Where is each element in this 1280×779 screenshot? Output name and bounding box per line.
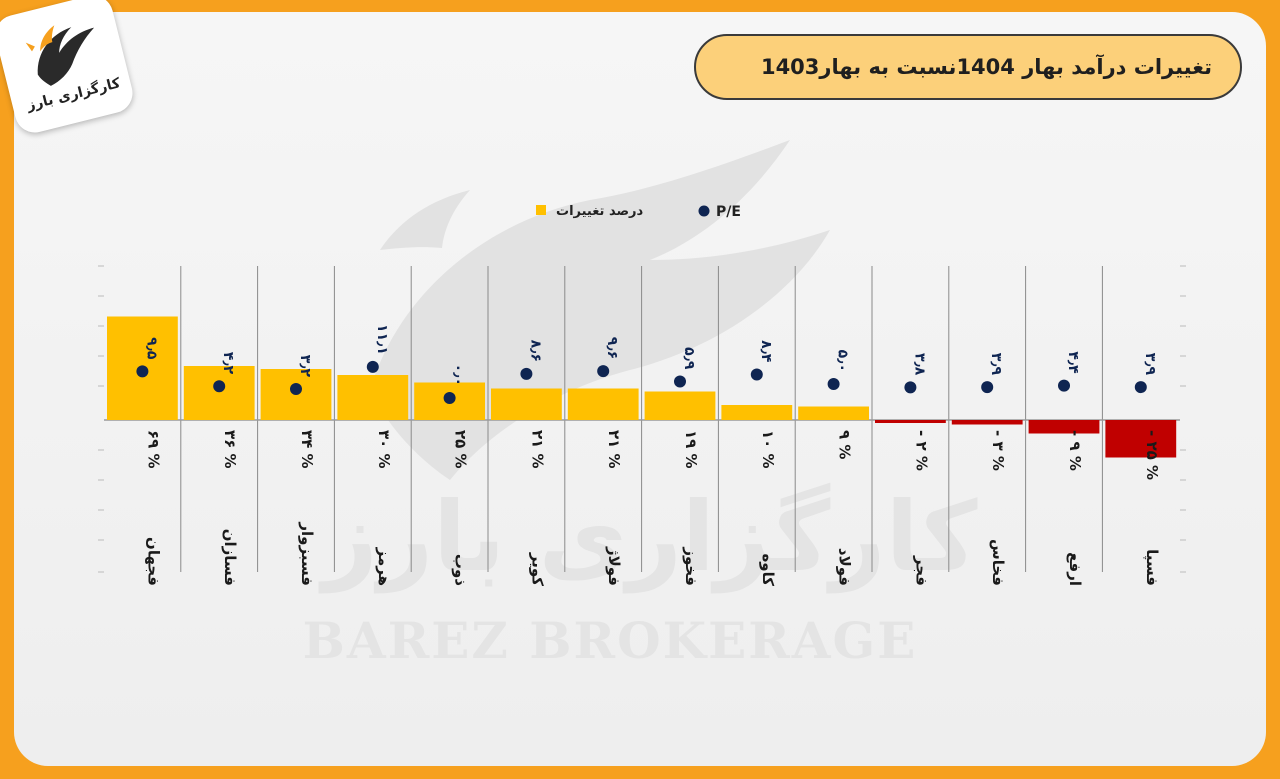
pe-data-label: ۳٫۲ bbox=[297, 355, 313, 378]
pe-data-label: ۰٫۰ bbox=[451, 364, 467, 386]
category-label: فسپا bbox=[1142, 549, 1161, 586]
page-title: تغییرات درآمد بهار 1404نسبت به بهار1403 bbox=[760, 55, 1212, 79]
pe-data-label: ۴٫۴ bbox=[1065, 351, 1081, 374]
pe-point bbox=[904, 381, 917, 394]
legend-change-marker bbox=[536, 205, 546, 215]
change-data-label: - ۲۵ % bbox=[1143, 430, 1161, 480]
eagle-logo-icon bbox=[25, 25, 95, 86]
category-label: فجر bbox=[912, 555, 930, 586]
category-label: فجهان bbox=[144, 537, 162, 586]
category-label: هرمز bbox=[375, 547, 393, 586]
chart-bars bbox=[107, 316, 1177, 458]
pe-data-label: ۸٫۴ bbox=[758, 340, 774, 363]
pe-data-label: ۱۱٫۱ bbox=[374, 324, 390, 355]
pe-data-label: ۹٫۵ bbox=[143, 337, 159, 360]
pe-data-label: ۵٫۹ bbox=[681, 347, 697, 370]
bar bbox=[337, 375, 409, 420]
change-data-label: ۹ % bbox=[836, 430, 854, 459]
pe-point bbox=[290, 383, 302, 396]
pe-point bbox=[827, 378, 840, 390]
change-data-label: ۳۶ % bbox=[221, 430, 239, 469]
change-data-label: - ۳ % bbox=[989, 430, 1007, 471]
pe-point bbox=[366, 360, 379, 373]
category-label: فولاژ bbox=[605, 546, 623, 586]
pe-point bbox=[750, 368, 763, 381]
bar bbox=[567, 388, 639, 420]
change-data-label: ۱۰ % bbox=[759, 430, 777, 469]
pe-point bbox=[1058, 379, 1070, 392]
bar bbox=[721, 405, 793, 420]
category-label: فخوز bbox=[682, 546, 700, 586]
change-data-label: ۱۹ % bbox=[682, 430, 700, 469]
pe-data-label: ۵٫۰ bbox=[835, 350, 851, 372]
pe-data-label: ۴٫۲ bbox=[220, 352, 236, 375]
legend-pe-marker bbox=[698, 205, 710, 217]
change-data-label: - ۹ % bbox=[1066, 430, 1084, 471]
bar bbox=[798, 406, 869, 420]
category-label: فخاس bbox=[989, 539, 1007, 586]
chart-points bbox=[136, 360, 1147, 404]
legend-change-label: درصد تغییرات bbox=[556, 204, 644, 219]
pe-point bbox=[981, 381, 994, 394]
change-data-label: ۳۴ % bbox=[298, 430, 316, 469]
pe-data-label: ۸٫۶ bbox=[527, 340, 543, 362]
change-data-label: ۳۰ % bbox=[375, 430, 393, 469]
bar bbox=[875, 420, 946, 423]
bar bbox=[1028, 420, 1100, 434]
legend-pe-label: P/E bbox=[716, 204, 741, 220]
pe-point bbox=[674, 375, 686, 388]
category-label: ارفع bbox=[1066, 552, 1084, 586]
category-label: فسبزوار bbox=[298, 521, 316, 586]
bar bbox=[644, 391, 716, 420]
chart-labels: ۹٫۵ ۶۹ % فجهان ۴٫۲ ۳۶ % فسازان ۳٫۲ ۳۴ % فسبزوار ۱… bbox=[143, 324, 1160, 586]
pe-data-label: ۹٫۶ bbox=[604, 337, 620, 359]
chart-legend: P/E درصد تغییرات bbox=[536, 204, 741, 220]
change-data-label: - ۲ % bbox=[912, 430, 930, 471]
title-banner: تغییرات درآمد بهار 1404نسبت به بهار1403 bbox=[694, 34, 1242, 100]
pe-point bbox=[136, 365, 149, 378]
category-label: فولاد bbox=[836, 548, 854, 586]
logo-badge: کارگزاری بارز bbox=[0, 0, 137, 137]
bar bbox=[183, 366, 255, 420]
pe-point bbox=[1134, 381, 1147, 394]
category-label: فسازان bbox=[221, 529, 239, 586]
category-label: ذوب bbox=[452, 554, 470, 586]
change-data-label: ۲۱ % bbox=[528, 430, 546, 469]
pe-point bbox=[597, 365, 610, 378]
bar bbox=[1105, 420, 1177, 458]
pe-point bbox=[443, 392, 456, 404]
category-label: کاوه bbox=[759, 553, 777, 586]
bar bbox=[951, 420, 1023, 425]
bar bbox=[491, 388, 562, 420]
pe-data-label: ۳٫۸ bbox=[911, 353, 927, 376]
pe-data-label: ۳٫۹ bbox=[1142, 353, 1158, 376]
change-data-label: ۶۹ % bbox=[144, 430, 162, 469]
pe-point bbox=[213, 380, 226, 393]
change-data-label: ۲۱ % bbox=[605, 430, 623, 469]
category-label: کویر bbox=[528, 552, 546, 586]
change-data-label: ۲۵ % bbox=[452, 430, 470, 469]
pe-data-label: ۳٫۹ bbox=[988, 353, 1004, 376]
pe-point bbox=[520, 367, 533, 380]
